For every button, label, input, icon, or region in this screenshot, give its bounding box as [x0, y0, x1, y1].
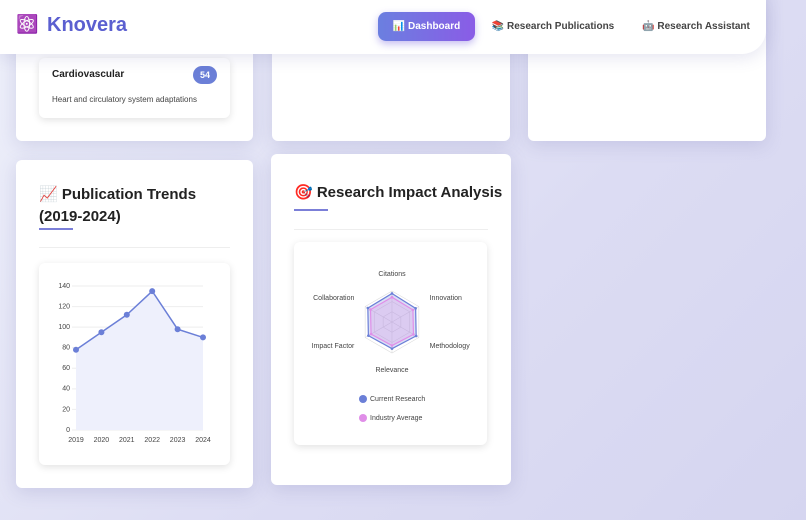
point	[149, 288, 156, 295]
nav-item[interactable]: 📊 Dashboard	[378, 12, 475, 41]
divider	[39, 247, 230, 248]
radar-point	[390, 344, 394, 347]
radar-point	[414, 334, 418, 338]
line	[75, 289, 204, 351]
radar-point	[411, 308, 415, 312]
chart-box	[294, 242, 487, 445]
category-title: Cardiovascular	[52, 69, 125, 80]
y-tick-label: 100	[58, 324, 70, 331]
radar-point	[390, 292, 394, 295]
x-tick-label: 2023	[170, 437, 186, 444]
axis-label: Citations	[378, 271, 406, 278]
point	[174, 326, 181, 333]
brand[interactable]: Knovera	[47, 14, 128, 36]
point	[98, 329, 105, 336]
radar-point	[414, 307, 417, 310]
category-description: Heart and circulatory system adaptations	[52, 95, 197, 104]
legend-swatch	[359, 395, 367, 403]
header: ⚛️ Knovera 📊 Dashboard 📚 Research Public…	[0, 0, 766, 54]
axis-label: Collaboration	[313, 295, 354, 302]
count-badge: 54	[193, 66, 217, 84]
radar-point	[390, 347, 394, 350]
nav-item[interactable]: 📚 Research Publications	[491, 21, 615, 32]
y-tick-label: 60	[62, 365, 70, 372]
point	[73, 346, 79, 353]
point	[123, 311, 130, 318]
divider	[294, 229, 488, 230]
radar-spoke	[391, 306, 419, 323]
radar-point	[367, 334, 370, 337]
title-underline	[39, 228, 73, 230]
radar-point	[369, 308, 372, 311]
radar-point	[369, 332, 373, 336]
axis-label: Methodology	[430, 343, 471, 350]
y-tick-label: 20	[62, 406, 70, 413]
radar-point	[390, 295, 394, 299]
nav-item[interactable]: 🤖 Research Assistant	[642, 21, 750, 32]
x-tick-label: 2022	[144, 437, 160, 444]
legend-label: Current Research	[370, 396, 425, 403]
title-underline	[294, 209, 328, 211]
x-tick-label: 2021	[119, 437, 135, 444]
point	[200, 334, 206, 341]
y-tick-label: 0	[66, 427, 70, 434]
y-tick-label: 140	[58, 283, 70, 290]
axis-label: Innovation	[430, 295, 462, 302]
x-tick-label: 2019	[68, 437, 84, 444]
area	[76, 291, 203, 430]
axis-label: Impact Factor	[312, 343, 355, 350]
radar-point	[366, 306, 370, 310]
x-tick-label: 2024	[195, 437, 211, 444]
radar-spoke	[365, 321, 393, 338]
legend-swatch	[359, 414, 367, 422]
y-tick-label: 40	[62, 386, 70, 393]
y-tick-label: 120	[58, 303, 70, 310]
logo-icon: ⚛️	[16, 14, 39, 34]
legend-label: Industry Average	[370, 415, 423, 422]
chart-title: 📈 Publication Trends (2019-2024)	[39, 186, 197, 225]
chart-title: 🎯 Research Impact Analysis	[294, 184, 503, 201]
category-card[interactable]: Cardiovascular 54 Heart and circulatory …	[39, 58, 230, 118]
x-tick-label: 2020	[94, 437, 110, 444]
axis-label: Relevance	[375, 367, 408, 374]
y-tick-label: 80	[62, 345, 70, 352]
radar-point	[412, 333, 415, 336]
